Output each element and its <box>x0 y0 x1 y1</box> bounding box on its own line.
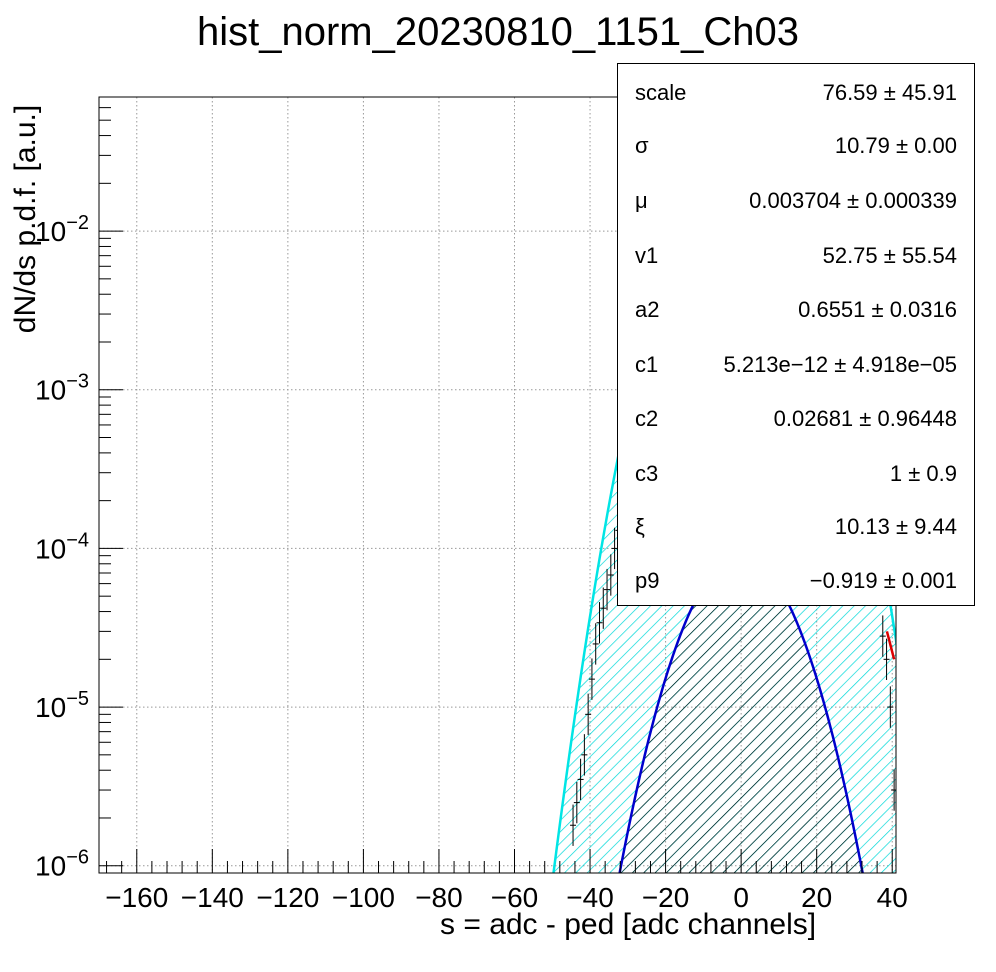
x-tick-label: −40 <box>566 882 614 913</box>
x-axis-label: s = adc - ped [adc channels] <box>440 908 817 941</box>
tick-labels: −160 −140 −120 −100 −80 −60 −40 −20 0 20 40 10−6 10−… <box>35 212 908 913</box>
x-tick-label: 40 <box>877 882 908 913</box>
fit-tail-curve <box>885 631 896 660</box>
y-tick-label: 10−4 <box>35 529 89 564</box>
stat-value: −0.919 ± 0.001 <box>809 568 957 593</box>
stat-value: 0.6551 ± 0.0316 <box>798 297 957 322</box>
x-tick-label: −60 <box>491 882 539 913</box>
stat-row-xi: ξ 10.13 ± 9.44 <box>618 514 974 544</box>
chart-title: hist_norm_20230810_1151_Ch03 <box>197 10 799 54</box>
x-tick-label: 0 <box>733 882 749 913</box>
x-tick-label: −160 <box>105 882 168 913</box>
x-tick-label: 20 <box>801 882 832 913</box>
stat-name: a2 <box>635 297 660 322</box>
y-axis-label: dN/ds p.d.f. [a.u.] <box>9 104 42 334</box>
fit-area-1 <box>99 555 896 873</box>
stat-name: c1 <box>635 352 659 377</box>
stat-value: 0.003704 ± 0.000339 <box>749 188 957 213</box>
stat-row-c1: c1 5.213e−12 ± 4.918e−05 <box>618 352 974 382</box>
stat-row-v1: v1 52.75 ± 55.54 <box>618 243 974 273</box>
stat-value: 10.13 ± 9.44 <box>834 514 957 539</box>
stat-name: σ <box>635 133 649 158</box>
stat-name: μ <box>635 188 648 213</box>
y-tick-label: 10−5 <box>35 688 89 723</box>
stat-row-sigma: σ 10.79 ± 0.00 <box>618 133 974 163</box>
y-tick-label: 10−2 <box>35 212 89 247</box>
axis-ticks <box>99 96 893 874</box>
x-tick-label: −80 <box>415 882 463 913</box>
stat-name: ξ <box>635 514 645 539</box>
x-tick-label: −100 <box>332 882 395 913</box>
stat-value: 76.59 ± 45.91 <box>822 80 957 105</box>
fit-stats-box: scale 76.59 ± 45.91 σ 10.79 ± 0.00 μ 0.0… <box>617 63 975 606</box>
stat-value: 52.75 ± 55.54 <box>822 243 957 268</box>
stat-row-c2: c2 0.02681 ± 0.96448 <box>618 406 974 436</box>
stat-name: v1 <box>635 243 659 268</box>
stat-name: c3 <box>635 461 659 486</box>
stat-row-c3: c3 1 ± 0.9 <box>618 461 974 491</box>
y-tick-label: 10−6 <box>35 847 89 882</box>
x-tick-label: −20 <box>642 882 690 913</box>
stat-name: p9 <box>635 568 660 593</box>
stat-row-a2: a2 0.6551 ± 0.0316 <box>618 297 974 327</box>
x-tick-label: −140 <box>181 882 244 913</box>
stat-row-p9: p9 −0.919 ± 0.001 <box>618 568 974 598</box>
stat-name: scale <box>635 80 687 105</box>
stat-name: c2 <box>635 406 659 431</box>
stat-value: 10.79 ± 0.00 <box>834 133 957 158</box>
stat-row-mu: μ 0.003704 ± 0.000339 <box>618 188 974 218</box>
stat-value: 1 ± 0.9 <box>889 461 957 486</box>
stat-row-scale: scale 76.59 ± 45.91 <box>618 80 974 110</box>
x-tick-label: −120 <box>256 882 319 913</box>
stat-value: 5.213e−12 ± 4.918e−05 <box>723 352 957 377</box>
y-tick-label: 10−3 <box>35 371 89 406</box>
stat-value: 0.02681 ± 0.96448 <box>773 406 957 431</box>
